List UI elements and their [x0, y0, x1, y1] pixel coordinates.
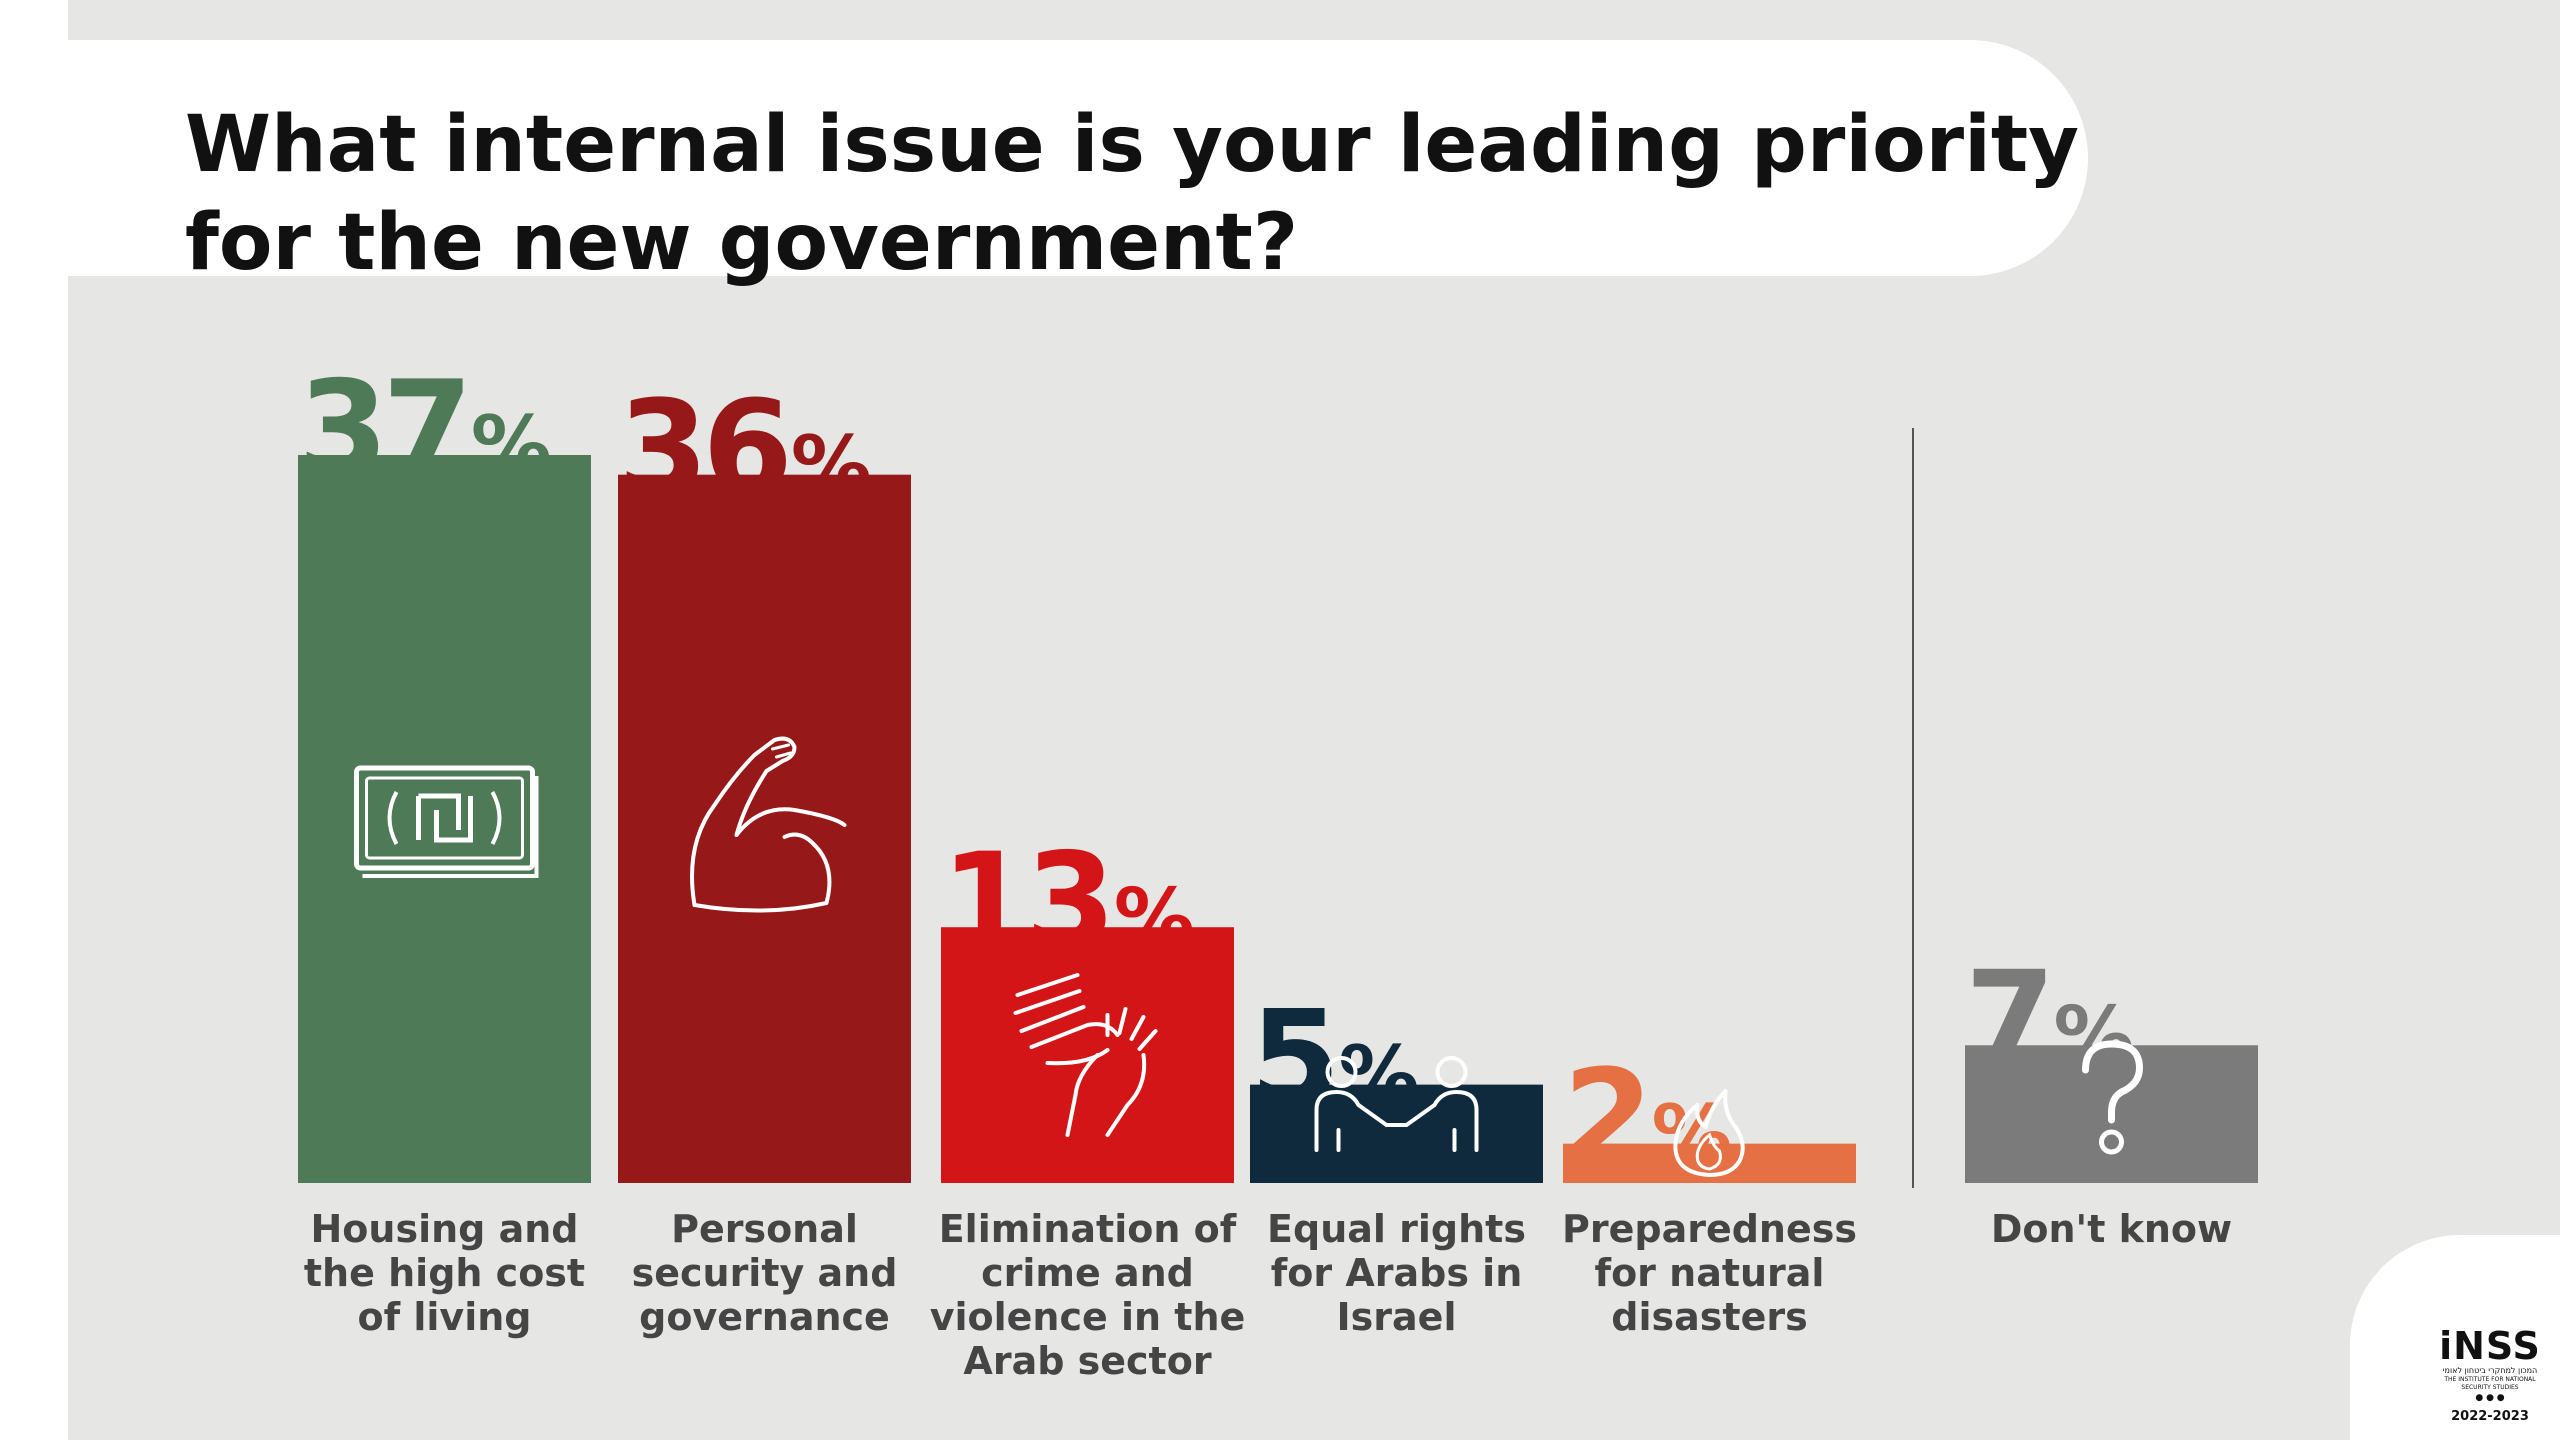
data-label-housing: 37% — [298, 352, 552, 504]
data-label-crime: 13% — [941, 824, 1195, 976]
data-label-disasters: 2% — [1563, 1041, 1732, 1193]
title-panel: What internal issue is your leading prio… — [68, 40, 2088, 288]
chart-canvas: What internal issue is your leading prio… — [68, 0, 2560, 1440]
category-label-dont-know: Don't know — [1991, 1207, 2232, 1251]
logo-hebrew: המכון למחקרי ביטחון לאומי — [2442, 1366, 2538, 1375]
flexed-arm-icon — [690, 736, 847, 913]
stop-hands-icon — [1013, 973, 1158, 1137]
shekel-banknote-icon — [354, 765, 539, 878]
category-label-equal-rights: Equal rights for Arabs in Israel — [1267, 1207, 1526, 1339]
data-label-equal-rights: 5% — [1250, 982, 1419, 1134]
logo-years: 2022-2023 — [2451, 1409, 2529, 1424]
bar-equal-rights — [1250, 1084, 1543, 1183]
category-label-security: Personal security and governance — [632, 1207, 898, 1339]
logo-dots: ● ● ● — [2475, 1393, 2505, 1403]
data-label-dont-know: 7% — [1965, 942, 2134, 1094]
bar-crime — [941, 927, 1234, 1183]
inss-logo: iNSS המכון למחקרי ביטחון לאומי THE INSTI… — [2430, 1326, 2550, 1426]
chart-title: What internal issue is your leading prio… — [185, 100, 2080, 288]
category-label-crime: Elimination of crime and violence in the Ar… — [930, 1207, 1246, 1383]
bar-housing — [298, 455, 591, 1183]
data-label-security: 36% — [618, 372, 872, 524]
handshake-people-icon — [1314, 1056, 1479, 1152]
logo-english: THE INSTITUTE FOR NATIONAL SECURITY STUD… — [2444, 1376, 2536, 1391]
bar-security — [618, 474, 911, 1184]
bar-chart: 37% Housing and the high cost of living 36% P… — [298, 352, 2258, 1383]
category-label-housing: Housing and the high cost of living — [304, 1207, 585, 1339]
flame-icon — [1673, 1089, 1745, 1177]
logo-name: iNSS — [2439, 1324, 2541, 1368]
category-label-disasters: Preparedness for natural disasters — [1562, 1207, 1857, 1339]
logo-panel: iNSS המכון למחקרי ביטחון לאומי THE INSTI… — [2350, 1235, 2560, 1440]
question-mark-icon — [2082, 1040, 2144, 1155]
